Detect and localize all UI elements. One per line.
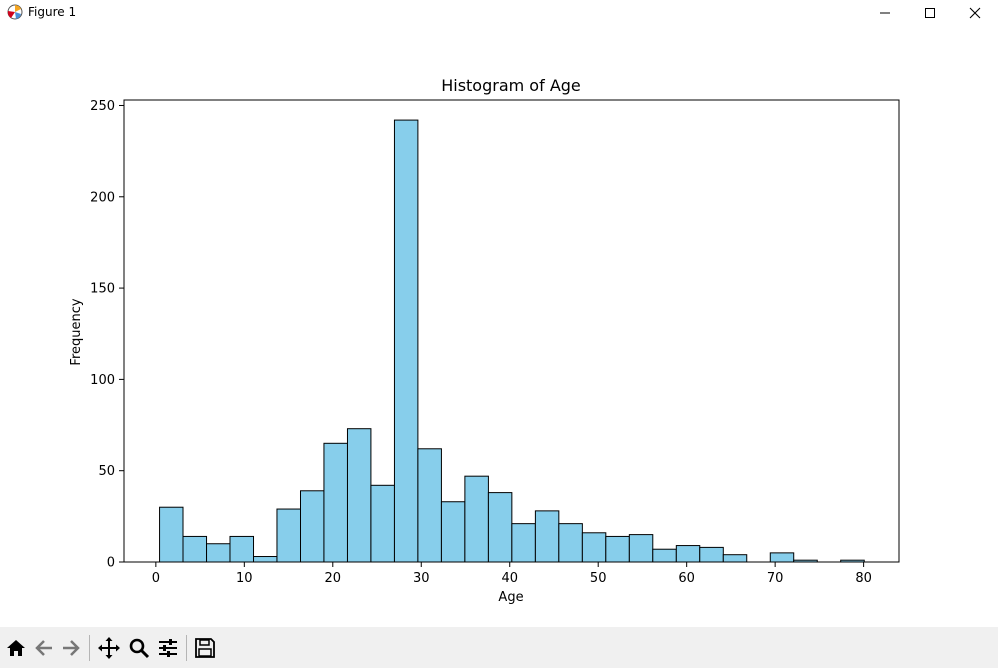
y-tick-label: 200 bbox=[90, 190, 115, 205]
window-titlebar: Figure 1 bbox=[0, 0, 998, 26]
y-tick-label: 150 bbox=[90, 282, 115, 297]
histogram-bar bbox=[722, 554, 748, 563]
maximize-icon bbox=[925, 8, 935, 18]
y-tick-label: 50 bbox=[98, 464, 115, 479]
matplotlib-app-icon bbox=[6, 3, 24, 21]
maximize-button[interactable] bbox=[907, 0, 953, 26]
pan-button[interactable] bbox=[95, 635, 123, 661]
zoom-button[interactable] bbox=[125, 635, 153, 661]
histogram-bar bbox=[769, 552, 795, 563]
histogram-bar bbox=[323, 442, 348, 563]
plot-frame bbox=[123, 99, 900, 563]
minimize-button[interactable] bbox=[862, 0, 908, 26]
histogram-bar bbox=[159, 506, 184, 563]
histogram-bar bbox=[511, 523, 536, 563]
histogram-bar bbox=[346, 428, 372, 563]
save-button[interactable] bbox=[191, 635, 219, 661]
x-tick-label: 60 bbox=[678, 571, 695, 586]
x-tick-label: 50 bbox=[590, 571, 607, 586]
histogram-bar bbox=[464, 475, 489, 563]
y-tick-label: 250 bbox=[90, 99, 115, 114]
histogram-bar bbox=[487, 492, 513, 563]
histogram-bar bbox=[558, 523, 583, 563]
close-button[interactable] bbox=[952, 0, 998, 26]
x-tick-label: 10 bbox=[236, 571, 253, 586]
histogram-bar bbox=[628, 534, 654, 563]
home-button[interactable] bbox=[2, 635, 30, 661]
y-axis-label: Frequency bbox=[69, 298, 84, 365]
chart-title: Histogram of Age bbox=[441, 76, 581, 95]
histogram-bar bbox=[206, 543, 231, 563]
minimize-icon bbox=[880, 12, 890, 14]
window-title: Figure 1 bbox=[28, 5, 77, 19]
sliders-icon bbox=[159, 639, 177, 657]
histogram-bar bbox=[675, 545, 701, 563]
toolbar-separator bbox=[186, 635, 187, 661]
navigation-toolbar bbox=[0, 627, 998, 668]
back-arrow-icon bbox=[35, 640, 52, 656]
histogram-bar bbox=[652, 548, 677, 563]
figure-canvas[interactable]: Histogram of Age 0 10 20 30 40 50 60 70 80 0 50 10… bbox=[0, 26, 998, 626]
configure-subplots-button[interactable] bbox=[154, 635, 182, 661]
histogram-bar bbox=[534, 510, 560, 563]
histogram-bar bbox=[299, 490, 325, 563]
x-axis: 0 10 20 30 40 50 60 70 80 bbox=[152, 562, 872, 586]
histogram-bar bbox=[229, 535, 255, 563]
histogram-bar bbox=[393, 119, 419, 563]
histogram-bar bbox=[370, 484, 395, 563]
forward-button[interactable] bbox=[57, 635, 85, 661]
histogram-bar bbox=[253, 556, 278, 563]
histogram-chart: Histogram of Age 0 10 20 30 40 50 60 70 80 0 50 10… bbox=[69, 76, 900, 605]
x-tick-label: 20 bbox=[325, 571, 342, 586]
x-tick-label: 80 bbox=[855, 571, 872, 586]
toolbar-separator bbox=[89, 635, 90, 661]
move-icon bbox=[98, 637, 120, 659]
x-axis-label: Age bbox=[498, 590, 523, 605]
histogram-bar bbox=[417, 448, 442, 563]
forward-arrow-icon bbox=[63, 640, 80, 656]
histogram-bar bbox=[182, 535, 208, 563]
home-icon bbox=[7, 640, 25, 656]
x-tick-label: 30 bbox=[413, 571, 430, 586]
back-button[interactable] bbox=[30, 635, 58, 661]
close-icon bbox=[969, 7, 981, 19]
histogram-bar bbox=[440, 501, 466, 563]
y-tick-label: 0 bbox=[107, 556, 115, 571]
y-tick-label: 100 bbox=[90, 373, 115, 388]
histogram-bar bbox=[581, 532, 607, 563]
x-tick-label: 0 bbox=[152, 571, 160, 586]
y-axis: 0 50 100 150 200 250 bbox=[90, 99, 124, 571]
x-tick-label: 40 bbox=[501, 571, 518, 586]
magnifier-icon bbox=[129, 638, 150, 659]
histogram-bar bbox=[605, 535, 630, 563]
x-tick-label: 70 bbox=[767, 571, 784, 586]
floppy-disk-icon bbox=[195, 638, 215, 658]
histogram-bar bbox=[699, 546, 724, 563]
histogram-bar bbox=[276, 508, 301, 563]
bars-group bbox=[159, 119, 865, 563]
